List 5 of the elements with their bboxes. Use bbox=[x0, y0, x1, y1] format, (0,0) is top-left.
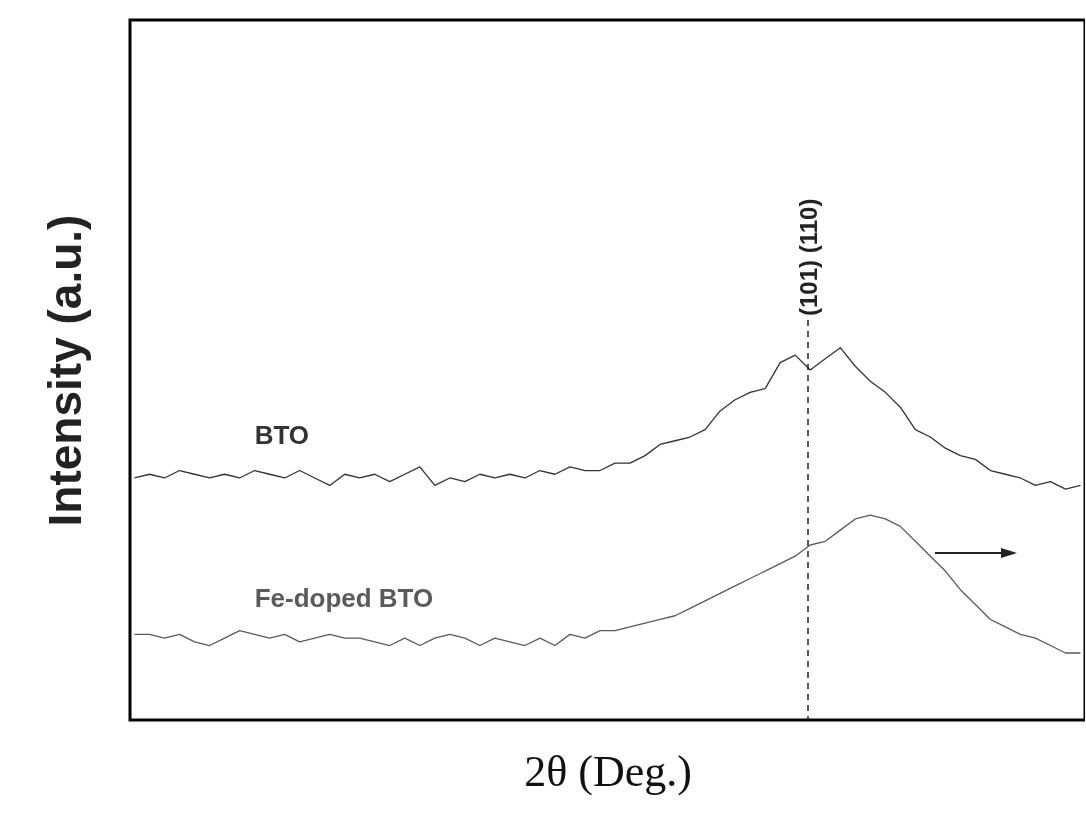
text: (101) (110) bbox=[795, 198, 822, 316]
series-label: BTO bbox=[254, 419, 310, 450]
x-axis-title: 2θ (Deg.) bbox=[524, 746, 692, 796]
series-label: Fe-doped BTO bbox=[254, 583, 434, 614]
y-axis-title: Intensity (a.u.) bbox=[38, 214, 91, 527]
